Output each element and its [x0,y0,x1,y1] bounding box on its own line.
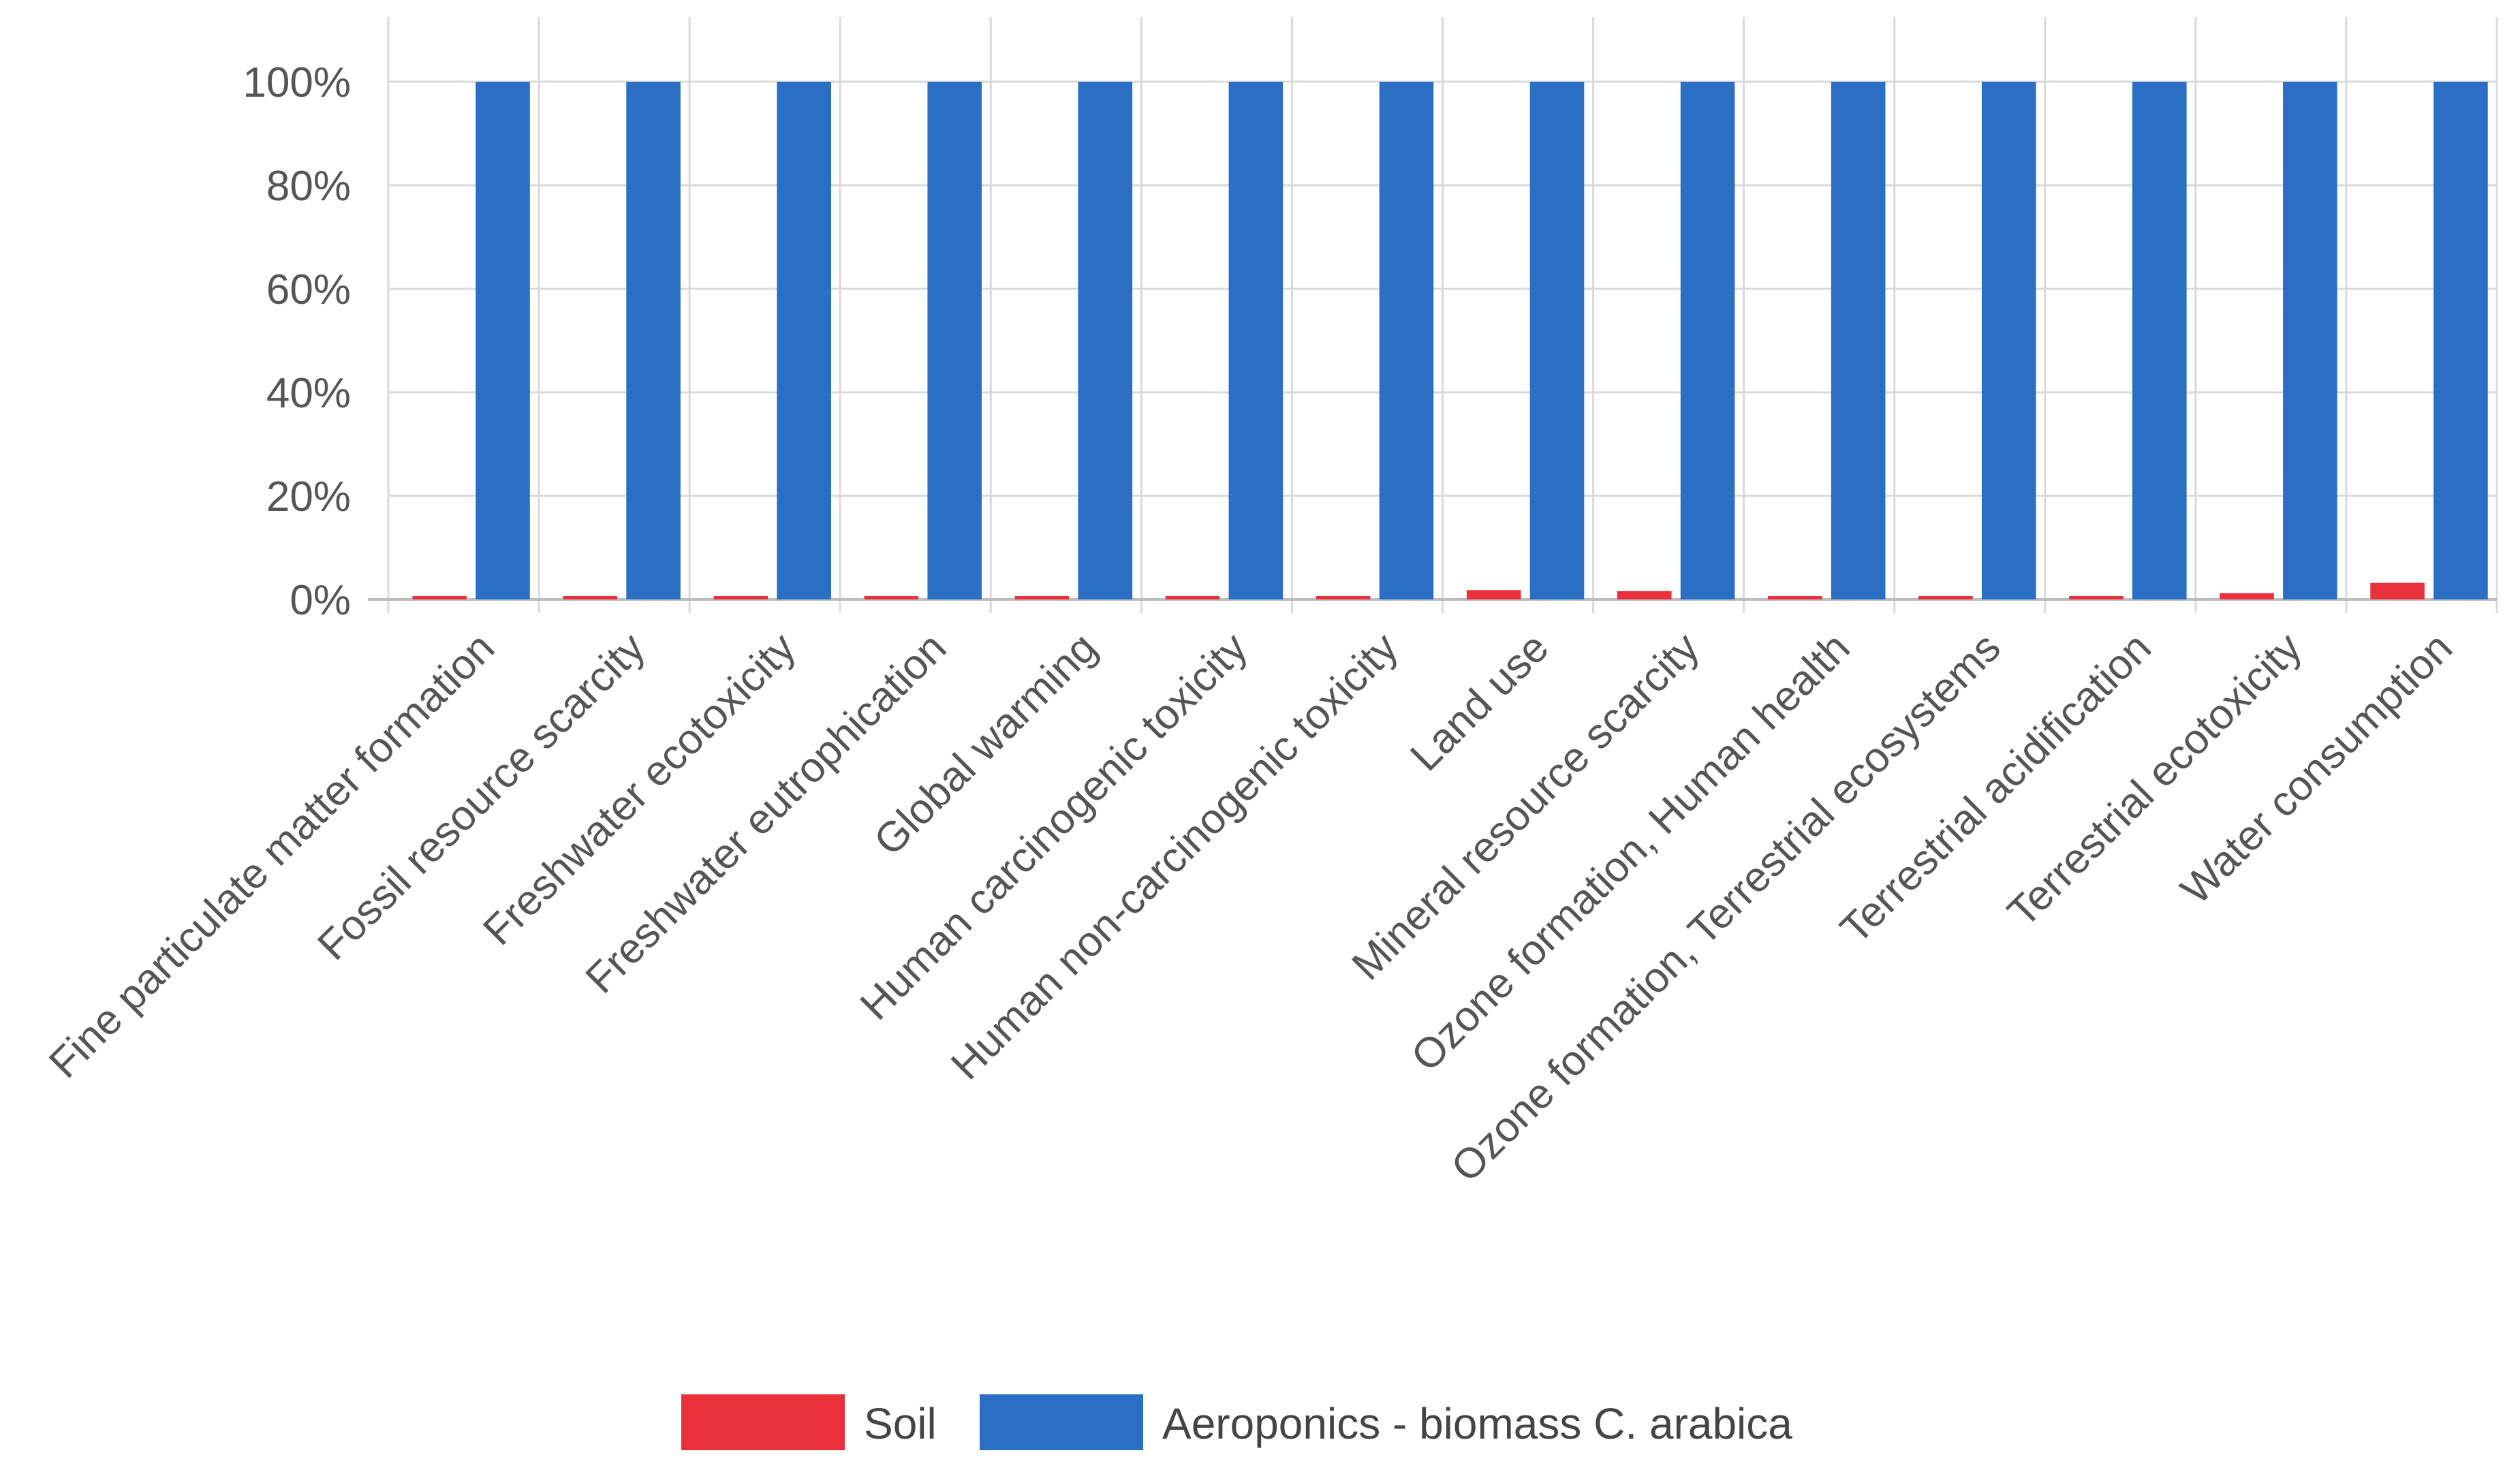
y-tick-label: 20% [266,473,351,520]
y-tick-label: 40% [266,370,351,417]
bar-aeroponics: Aeroponics - biomass C. arabica – Global… [1078,82,1133,599]
bar-soil: Soil – Water consumption: 3.2% [2370,582,2425,599]
bar-soil: Soil – Land use: 1.8% [1466,590,1521,599]
bar-soil: Soil – Terrestrial ecotoxicity: 1.2% [2220,593,2274,599]
bar-soil: Soil – Freshwater eutrophication: 0.1% [864,596,919,599]
x-tick-label: Freshwater ecotoxicity [474,624,805,954]
bar-aeroponics: Aeroponics - biomass C. arabica – Terres… [2283,82,2337,599]
x-tick-label: Land use [1401,624,1557,780]
bar-aeroponics: Aeroponics - biomass C. arabica – Human … [1379,82,1434,599]
bar-aeroponics: Aeroponics - biomass C. arabica – Land u… [1529,82,1585,599]
legend-swatch-aeroponics [980,1394,1143,1450]
bar-layer: Soil – Fine particulate matter formation… [412,82,2488,599]
bar-aeroponics: Aeroponics - biomass C. arabica – Water … [2433,82,2488,599]
legend-label-aeroponics: Aeroponics - biomass C. arabica [1162,1399,1792,1448]
bar-aeroponics: Aeroponics - biomass C. arabica – Ozone … [1981,82,2036,599]
bar-soil: Soil – Ozone formation, Terrestrial ecos… [1918,596,1973,599]
x-tick-label: Terrestrial ecotoxicity [1999,624,2311,936]
bar-soil: Soil – Human non-carcinogenic toxicity: … [1316,596,1371,599]
bar-aeroponics: Aeroponics - biomass C. arabica – Fine p… [476,82,530,599]
y-tick-label: 0% [290,577,351,624]
legend-swatch-soil [681,1394,845,1450]
bar-soil: Soil – Fossil resource scarcity: 0.2% [563,596,618,599]
bar-aeroponics: Aeroponics - biomass C. arabica – Minera… [1680,82,1735,599]
bar-soil: Soil – Terrestrial acidification: 0.2% [2069,596,2124,599]
bar-soil: Soil – Human carcinogenic toxicity: 0.4% [1165,596,1220,599]
x-tick-label: Ozone formation, Terrestrial ecosystems [1442,624,2010,1191]
legend-label-soil: Soil [864,1399,937,1448]
y-tick-label: 80% [266,163,351,210]
bar-soil: Soil – Fine particulate matter formation… [412,596,467,599]
grid-layer [387,17,2498,613]
bar-soil: Soil – Mineral resource scarcity: 1.6% [1617,591,1672,599]
bar-soil: Soil – Ozone formation, Human health: 0.… [1768,596,1822,599]
bar-aeroponics: Aeroponics - biomass C. arabica – Fossil… [626,82,681,599]
bar-soil: Soil – Freshwater ecotoxicity: 0.2% [713,596,768,599]
y-tick-label: 100% [243,59,351,106]
y-tick-label: 60% [266,266,351,313]
x-tick-label: Terrestrial acidification [1831,624,2160,952]
bar-aeroponics: Aeroponics - biomass C. arabica – Freshw… [777,82,831,599]
bar-soil: Soil – Global warming: 0.2% [1014,596,1070,599]
bar-aeroponics: Aeroponics - biomass C. arabica – Freshw… [927,82,982,599]
legend: Soil Aeroponics - biomass C. arabica [681,1394,1792,1450]
bar-aeroponics: Aeroponics - biomass C. arabica – Human … [1228,82,1284,599]
x-tick-label: Water consumption [2172,624,2461,913]
bar-aeroponics: Aeroponics - biomass C. arabica – Terres… [2132,82,2187,599]
bar-aeroponics: Aeroponics - biomass C. arabica – Ozone … [1831,82,1886,599]
